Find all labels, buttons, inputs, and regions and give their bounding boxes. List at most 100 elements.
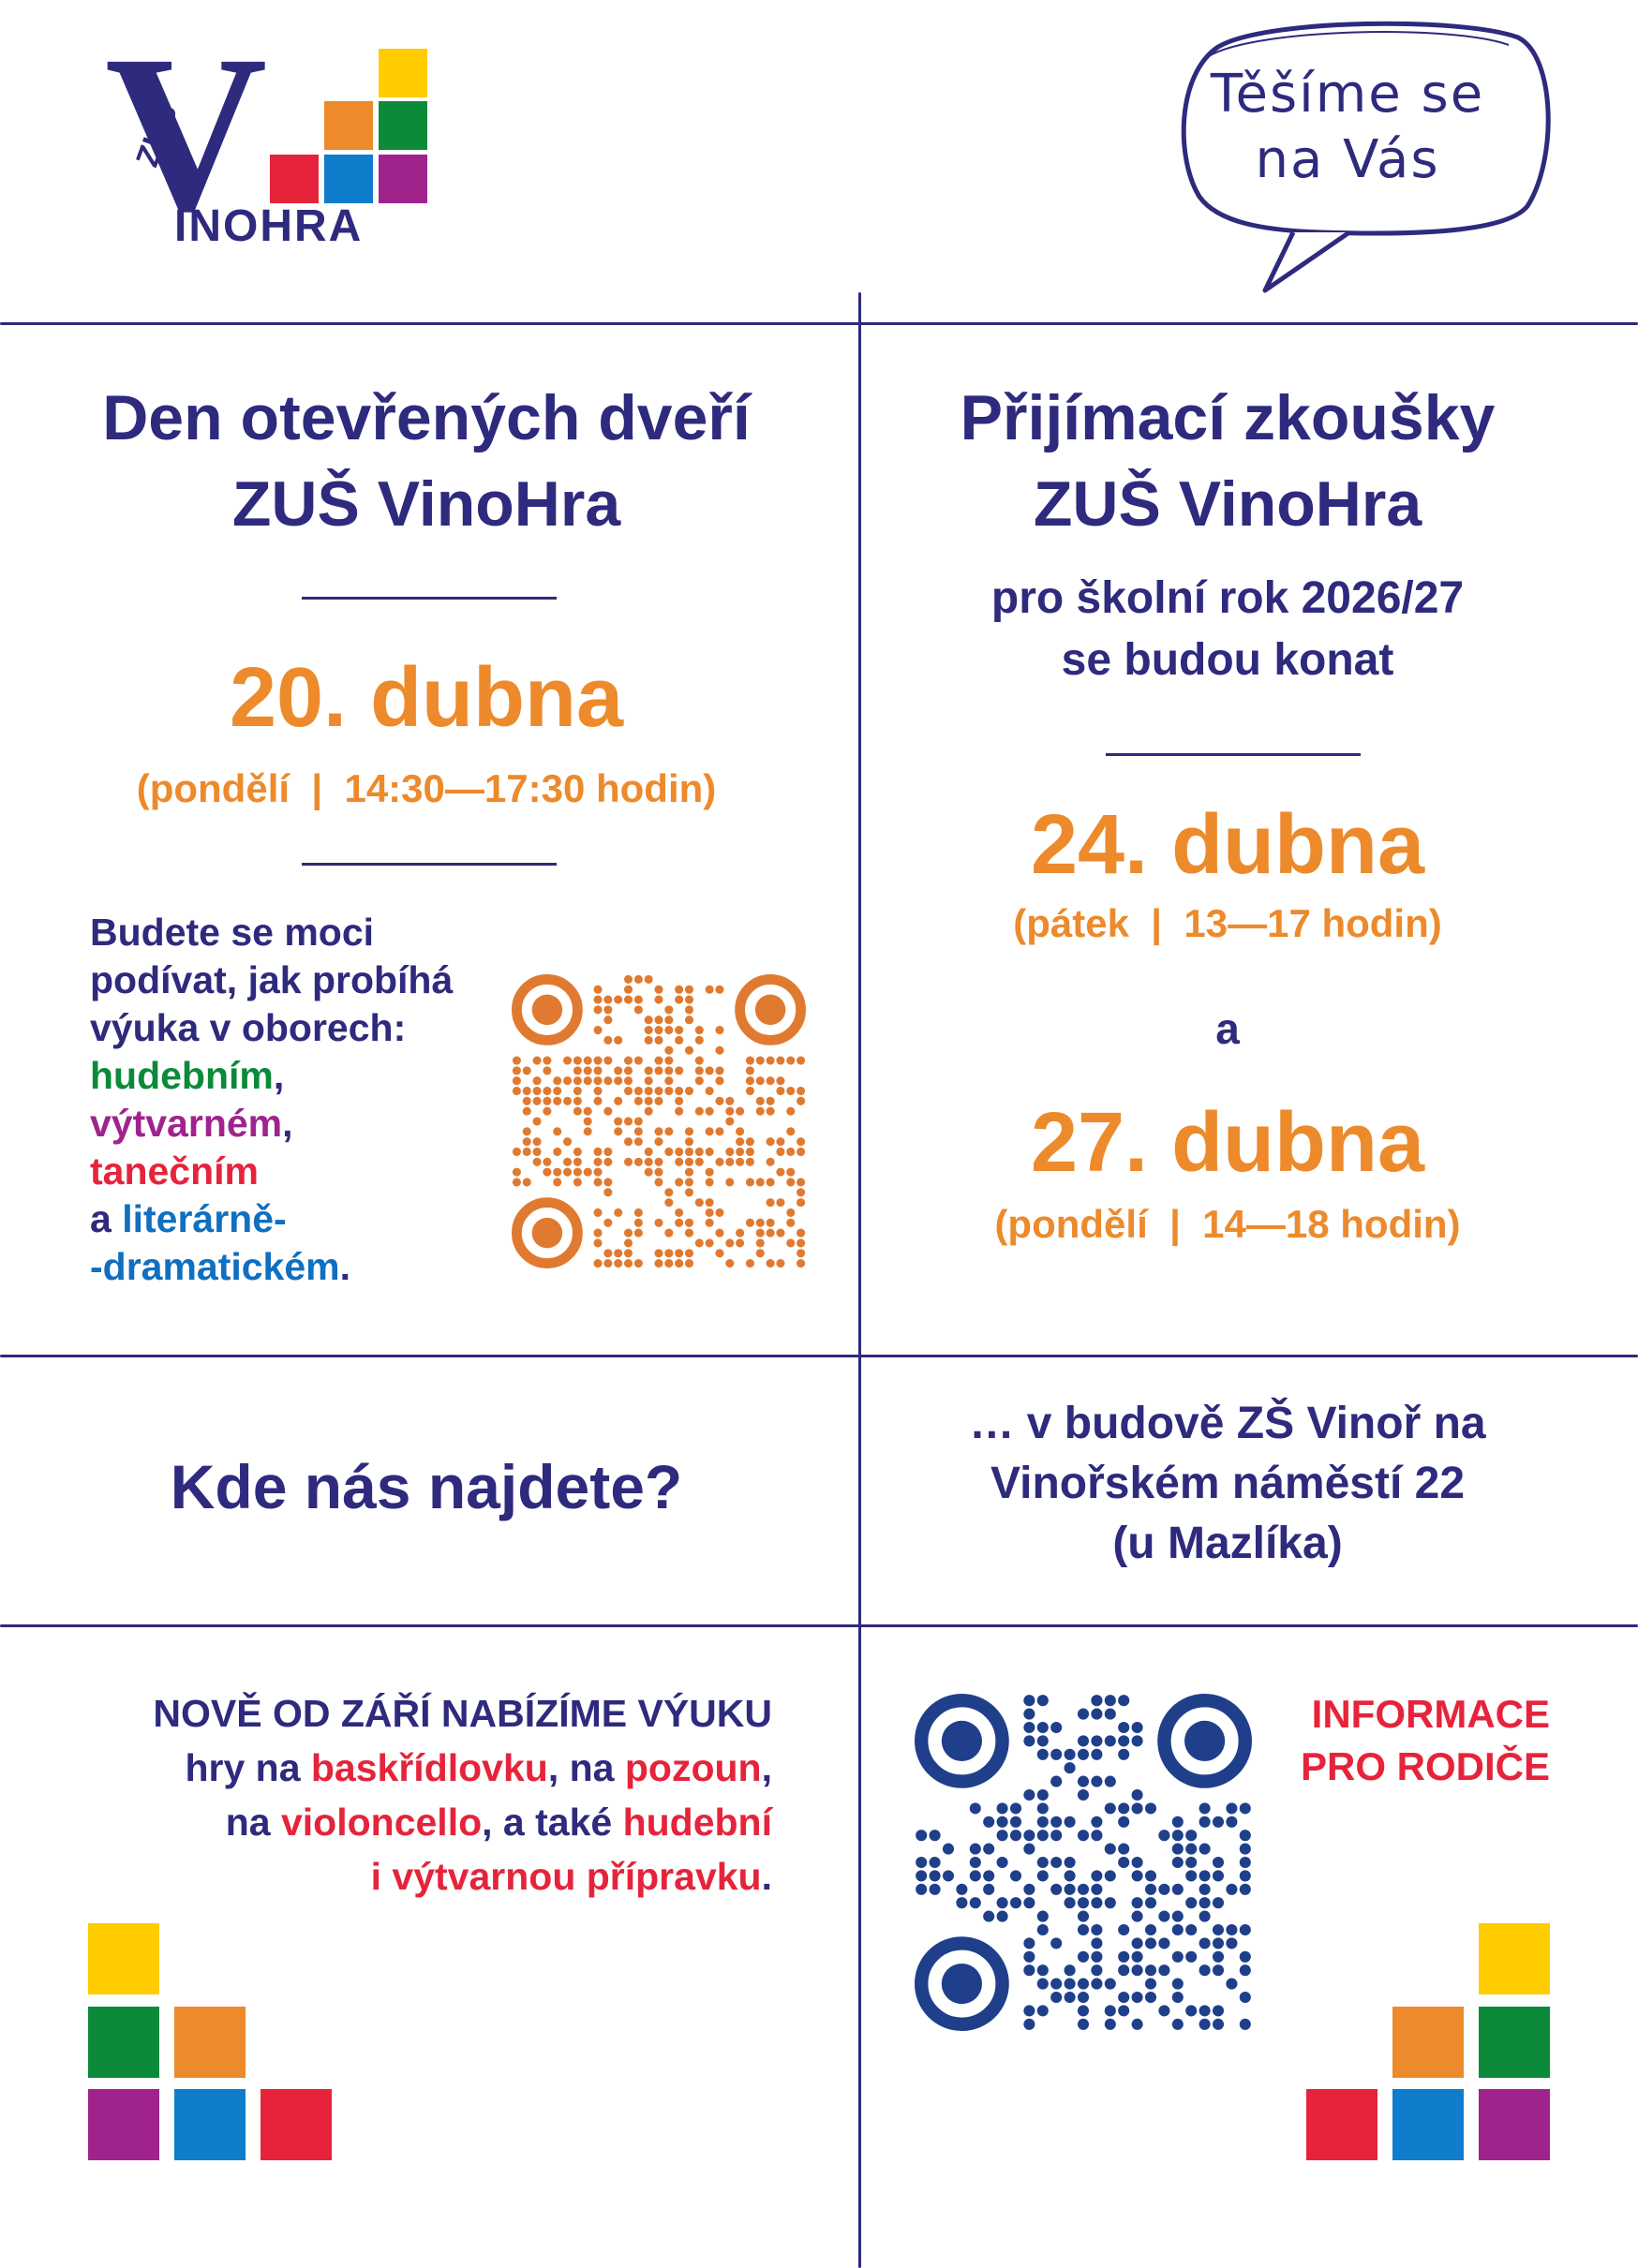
qr-dot xyxy=(573,1096,582,1105)
qr-dot xyxy=(593,1238,603,1248)
qr-dot xyxy=(1118,1991,1130,2004)
qr-dot xyxy=(675,995,684,1004)
qr-dot xyxy=(583,1167,592,1177)
qr-dot xyxy=(1104,1708,1116,1720)
qr-dot xyxy=(633,1218,643,1227)
qr-dot xyxy=(1171,1910,1184,1922)
qr-dot xyxy=(512,1066,521,1075)
qr-dot xyxy=(664,1005,674,1015)
qr-dot xyxy=(603,1259,613,1268)
qr-dot xyxy=(603,1056,613,1065)
qr-dot xyxy=(956,1897,968,1909)
separator xyxy=(1106,753,1361,756)
qr-dot xyxy=(1064,1964,1076,1977)
qr-dot xyxy=(623,1259,633,1268)
qr-dot xyxy=(593,1178,603,1187)
qr-dot xyxy=(1064,1856,1076,1869)
open-day-description: Budete se moci podívat, jak probíhá výuk… xyxy=(90,909,521,1291)
qr-dot xyxy=(755,1076,765,1086)
qr-dot xyxy=(786,1086,796,1096)
instrument-trombone: pozoun xyxy=(624,1746,762,1789)
qr-dot xyxy=(786,1167,796,1177)
exams-time-1: (pátek | 13—17 hodin) xyxy=(1013,901,1442,945)
qr-code-parents-info[interactable] xyxy=(915,1694,1252,2031)
open-day-title-line1: Den otevřených dveří xyxy=(102,382,751,453)
qr-dot xyxy=(1064,1762,1076,1774)
qr-dot xyxy=(522,1066,531,1075)
qr-dot xyxy=(694,1157,704,1166)
bubble-text: Těšíme se na Vás xyxy=(1169,62,1526,193)
qr-dot xyxy=(573,1167,582,1177)
qr-dot xyxy=(996,1802,1008,1815)
qr-dot xyxy=(1131,1950,1143,1963)
logo-letter: V xyxy=(105,8,268,258)
qr-dot xyxy=(664,1076,674,1086)
qr-dot xyxy=(684,1218,694,1227)
qr-dot xyxy=(684,1157,694,1166)
qr-dot xyxy=(614,1249,623,1258)
qr-dot xyxy=(1036,1735,1049,1747)
qr-dot xyxy=(573,1066,582,1075)
qr-dot xyxy=(593,1208,603,1217)
qr-dot xyxy=(1023,1735,1035,1747)
qr-dot xyxy=(916,1870,928,1882)
qr-dot xyxy=(664,1228,674,1238)
qr-dot xyxy=(614,1127,623,1136)
qr-dot xyxy=(1185,1830,1198,1842)
qr-dot xyxy=(603,1249,613,1258)
qr-dot xyxy=(633,1005,643,1015)
qr-dot xyxy=(664,1127,674,1136)
qr-dot xyxy=(553,1076,562,1086)
qr-finder xyxy=(735,974,806,1045)
qr-dot xyxy=(1104,1695,1116,1707)
qr-dot xyxy=(1239,1991,1251,2004)
qr-dot xyxy=(755,1178,765,1187)
square-green xyxy=(1479,2007,1550,2078)
qr-dot xyxy=(715,1127,724,1136)
qr-dot xyxy=(614,1096,623,1105)
qr-dot xyxy=(603,1178,613,1187)
square-purple xyxy=(1479,2089,1550,2160)
qr-dot xyxy=(1158,1964,1170,1977)
news-headline: NOVĚ OD ZÁŘÍ NABÍZÍME VÝUKU xyxy=(153,1692,772,1735)
qr-dot xyxy=(1239,1964,1251,1977)
qr-dot xyxy=(715,1045,724,1055)
qr-dot xyxy=(1199,1937,1211,1949)
qr-dot xyxy=(623,985,633,994)
qr-dot xyxy=(996,1816,1008,1828)
qr-dot xyxy=(1131,2018,1143,2030)
qr-dot xyxy=(633,1086,643,1096)
qr-dot xyxy=(543,1056,552,1065)
qr-dot xyxy=(1050,1991,1063,2004)
period: . xyxy=(339,1245,351,1288)
news-text-part: hry na xyxy=(185,1746,311,1789)
qr-dot xyxy=(715,1076,724,1086)
qr-dot xyxy=(664,1249,674,1258)
qr-dot xyxy=(1118,1964,1130,1977)
qr-dot xyxy=(644,1106,653,1116)
qr-dot xyxy=(512,1167,521,1177)
qr-dot xyxy=(684,1259,694,1268)
qr-dot xyxy=(593,1259,603,1268)
qr-dot xyxy=(969,1897,981,1909)
qr-dot xyxy=(623,1066,633,1075)
qr-dot xyxy=(942,1843,955,1855)
qr-dot xyxy=(1091,1937,1103,1949)
qr-dot xyxy=(675,1249,684,1258)
qr-dot xyxy=(1091,1923,1103,1936)
qr-dot xyxy=(766,1218,775,1227)
qr-dot xyxy=(745,1066,754,1075)
qr-dot xyxy=(684,1188,694,1197)
qr-dot xyxy=(593,995,603,1004)
qr-code-open-day[interactable] xyxy=(512,974,806,1268)
qr-dot xyxy=(1104,1978,1116,1990)
qr-finder-center xyxy=(531,1217,563,1249)
qr-dot xyxy=(1077,2018,1090,2030)
qr-dot xyxy=(1077,1910,1090,1922)
qr-dot xyxy=(736,1137,745,1147)
qr-dot xyxy=(929,1883,941,1895)
qr-dot xyxy=(684,1015,694,1025)
qr-dot xyxy=(644,974,653,984)
qr-dot xyxy=(684,1167,694,1177)
qr-dot xyxy=(983,1816,995,1828)
